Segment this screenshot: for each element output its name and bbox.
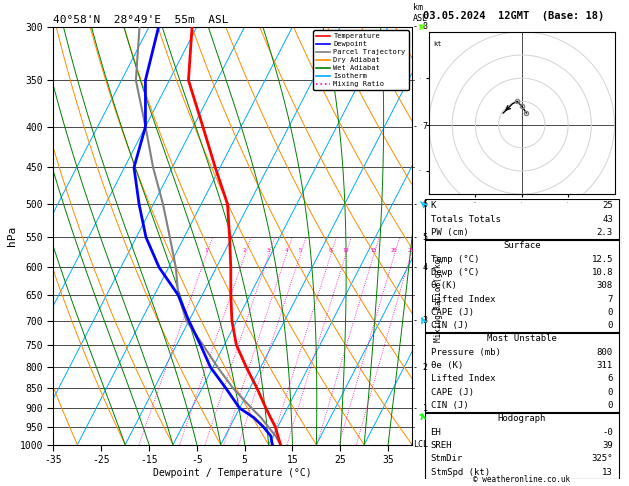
Text: 2.3: 2.3: [597, 228, 613, 237]
Text: 10: 10: [342, 248, 348, 254]
Text: 39: 39: [602, 441, 613, 450]
Legend: Temperature, Dewpoint, Parcel Trajectory, Dry Adiabat, Wet Adiabat, Isotherm, Mi: Temperature, Dewpoint, Parcel Trajectory…: [313, 30, 408, 90]
Text: 25: 25: [407, 248, 414, 254]
Text: Most Unstable: Most Unstable: [487, 334, 557, 344]
Text: 03.05.2024  12GMT  (Base: 18): 03.05.2024 12GMT (Base: 18): [423, 11, 604, 21]
Text: 3: 3: [267, 248, 270, 254]
Text: - 4: - 4: [413, 263, 428, 272]
Text: 15: 15: [370, 248, 377, 254]
Text: Totals Totals: Totals Totals: [431, 215, 501, 224]
Text: Dewp (°C): Dewp (°C): [431, 268, 479, 277]
Text: 4: 4: [284, 248, 287, 254]
Text: Mixing Ratio (g/kg): Mixing Ratio (g/kg): [433, 255, 443, 342]
Text: 0: 0: [608, 401, 613, 410]
Text: SREH: SREH: [431, 441, 452, 450]
Text: - 2: - 2: [413, 363, 428, 372]
Text: km
ASL: km ASL: [413, 3, 428, 22]
Text: 325°: 325°: [591, 454, 613, 463]
Text: - 5: - 5: [413, 233, 428, 242]
Text: CAPE (J): CAPE (J): [431, 388, 474, 397]
Text: 308: 308: [597, 281, 613, 290]
Text: 7: 7: [608, 295, 613, 304]
Text: 5: 5: [298, 248, 302, 254]
Text: 13: 13: [602, 468, 613, 477]
Text: 43: 43: [602, 215, 613, 224]
Text: CIN (J): CIN (J): [431, 321, 468, 330]
Text: Surface: Surface: [503, 242, 540, 250]
Text: 40°58'N  28°49'E  55m  ASL: 40°58'N 28°49'E 55m ASL: [53, 15, 229, 25]
Text: - 8: - 8: [413, 22, 428, 31]
Bar: [425, 239, 619, 333]
Text: Temp (°C): Temp (°C): [431, 255, 479, 263]
Text: kt: kt: [433, 41, 442, 47]
Text: 6: 6: [608, 374, 613, 383]
Text: -0: -0: [602, 428, 613, 436]
Text: CAPE (J): CAPE (J): [431, 308, 474, 317]
Bar: [425, 199, 619, 240]
Text: 0: 0: [608, 321, 613, 330]
Text: Lifted Index: Lifted Index: [431, 374, 495, 383]
Text: PW (cm): PW (cm): [431, 228, 468, 237]
Bar: [425, 412, 619, 479]
Text: Lifted Index: Lifted Index: [431, 295, 495, 304]
Text: θe(K): θe(K): [431, 281, 457, 290]
Text: - 3: - 3: [413, 316, 428, 325]
Text: - 7: - 7: [413, 122, 428, 131]
Bar: [425, 331, 619, 413]
Text: EH: EH: [431, 428, 442, 436]
Text: CIN (J): CIN (J): [431, 401, 468, 410]
Text: 0: 0: [608, 308, 613, 317]
Text: Hodograph: Hodograph: [498, 415, 546, 423]
X-axis label: Dewpoint / Temperature (°C): Dewpoint / Temperature (°C): [153, 468, 312, 478]
Text: K: K: [431, 201, 436, 210]
Text: 1: 1: [204, 248, 208, 254]
Text: - 1: - 1: [413, 403, 428, 413]
Text: 8: 8: [329, 248, 332, 254]
Text: Pressure (mb): Pressure (mb): [431, 348, 501, 357]
Text: StmSpd (kt): StmSpd (kt): [431, 468, 490, 477]
Text: - 6: - 6: [413, 200, 428, 208]
Text: LCL: LCL: [413, 440, 428, 449]
Text: 2: 2: [243, 248, 247, 254]
Text: 0: 0: [608, 388, 613, 397]
Text: 25: 25: [602, 201, 613, 210]
Text: StmDir: StmDir: [431, 454, 463, 463]
Text: 311: 311: [597, 361, 613, 370]
Text: 10.8: 10.8: [591, 268, 613, 277]
Text: 800: 800: [597, 348, 613, 357]
Text: θe (K): θe (K): [431, 361, 463, 370]
Y-axis label: hPa: hPa: [7, 226, 17, 246]
Text: 20: 20: [391, 248, 398, 254]
Text: © weatheronline.co.uk: © weatheronline.co.uk: [473, 474, 571, 484]
Text: 12.5: 12.5: [591, 255, 613, 263]
